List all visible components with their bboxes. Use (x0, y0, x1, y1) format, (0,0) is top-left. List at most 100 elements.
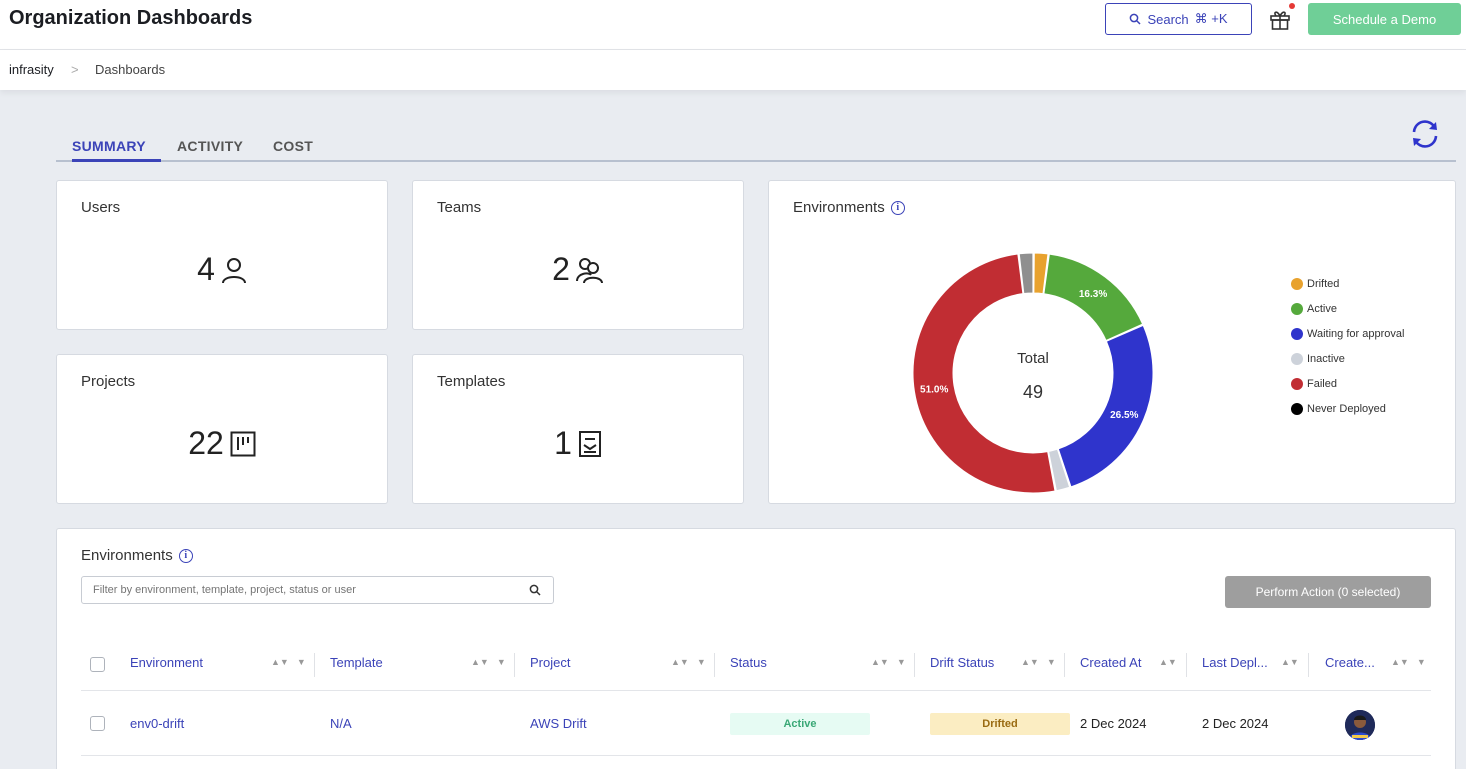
column-template[interactable]: Template (330, 655, 383, 670)
legend-label: Failed (1307, 377, 1337, 390)
sort-icon[interactable]: ▲▼ (1021, 657, 1039, 667)
column-status-controls[interactable]: ▲▼ ▼ (871, 657, 906, 667)
sort-icon[interactable]: ▲▼ (671, 657, 689, 667)
projects-card: Projects 22 (56, 354, 388, 504)
info-icon[interactable]: i (178, 548, 193, 563)
avatar[interactable] (1345, 710, 1375, 740)
tab-cost[interactable]: COST (273, 138, 314, 154)
perform-action-button[interactable]: Perform Action (0 selected) (1225, 576, 1431, 608)
projects-card-title: Projects (81, 373, 136, 390)
template-name[interactable]: N/A (330, 716, 352, 731)
filter-icon[interactable]: ▼ (696, 657, 706, 667)
column-template-controls[interactable]: ▲▼ ▼ (471, 657, 506, 667)
legend-swatch (1291, 277, 1303, 290)
donut-slice-label: 51.0% (920, 384, 948, 395)
project-name-link[interactable]: AWS Drift (530, 716, 587, 731)
filter-icon[interactable]: ▼ (296, 657, 306, 667)
templates-card: Templates 1 (412, 354, 744, 504)
column-drift-status[interactable]: Drift Status (930, 655, 995, 670)
donut-center-value: 49 (1023, 382, 1043, 402)
users-count: 4 (197, 251, 215, 287)
projects-count: 22 (188, 425, 224, 461)
top-bar: Organization Dashboards Search ⌘ +K Sche… (0, 0, 1466, 50)
filter-icon[interactable]: ▼ (496, 657, 506, 667)
info-icon[interactable]: i (890, 200, 905, 215)
legend-swatch (1291, 377, 1303, 390)
breadcrumb: infrasity > Dashboards (0, 50, 1466, 90)
column-drift-status-controls[interactable]: ▲▼ ▼ (1021, 657, 1056, 667)
last-deployed-value: 2 Dec 2024 (1202, 716, 1269, 731)
page-title: Organization Dashboards (9, 7, 253, 29)
donut-slice-inactive[interactable] (1048, 448, 1071, 492)
sort-icon[interactable]: ▲▼ (1391, 657, 1409, 667)
search-shortcut: ⌘ +K (1194, 11, 1228, 26)
donut-slice-active[interactable] (1043, 253, 1144, 342)
chevron-right-icon: > (71, 62, 79, 77)
legend-swatch (1291, 352, 1303, 365)
column-environment[interactable]: Environment (130, 655, 203, 670)
legend-item-never-deployed[interactable]: Never Deployed (1291, 396, 1404, 421)
template-document-icon (578, 430, 601, 457)
legend-item-failed[interactable]: Failed (1291, 371, 1404, 396)
column-created-at[interactable]: Created At (1080, 655, 1142, 670)
column-environment-controls[interactable]: ▲▼ ▼ (271, 657, 306, 667)
column-divider (914, 653, 915, 677)
sort-icon[interactable]: ▲▼ (871, 657, 889, 667)
column-created-at-controls[interactable]: ▲▼ (1159, 657, 1177, 667)
donut-slice-failed[interactable] (912, 253, 1056, 494)
donut-slice-waiting-for-approval[interactable] (1057, 324, 1154, 488)
sort-icon[interactable]: ▲▼ (1159, 657, 1177, 667)
column-last-deployed[interactable]: Last Depl... (1202, 655, 1268, 670)
user-avatar-image (1345, 710, 1375, 740)
donut-slice-label: 16.3% (1079, 289, 1107, 300)
donut-slice-never-deployed[interactable] (1018, 252, 1034, 295)
breadcrumb-org[interactable]: infrasity (9, 62, 54, 77)
legend-label: Inactive (1307, 352, 1345, 365)
environments-donut-chart: 16.3% 26.5% 51.0% Total 49 (912, 252, 1154, 494)
breadcrumb-page: Dashboards (95, 62, 166, 77)
environment-name-link[interactable]: env0-drift (130, 716, 185, 731)
active-tab-indicator (72, 159, 161, 162)
tab-activity[interactable]: ACTIVITY (177, 138, 244, 154)
users-card-title: Users (81, 199, 121, 216)
project-board-icon (230, 431, 256, 456)
column-status[interactable]: Status (730, 655, 767, 670)
column-project-controls[interactable]: ▲▼ ▼ (671, 657, 706, 667)
table-header: Environment ▲▼ ▼ Template ▲▼ ▼ Project ▲▼ ▼… (81, 641, 1431, 691)
created-at-value: 2 Dec 2024 (1080, 716, 1147, 731)
column-created-by[interactable]: Create... (1325, 655, 1375, 670)
legend-item-waiting-for-approval[interactable]: Waiting for approval (1291, 321, 1404, 346)
filter-icon[interactable]: ▼ (896, 657, 906, 667)
donut-slice-label: 26.5% (1110, 410, 1138, 421)
legend-label: Drifted (1307, 277, 1340, 290)
column-project[interactable]: Project (530, 655, 571, 670)
legend-label: Waiting for approval (1307, 327, 1405, 340)
tab-summary[interactable]: SUMMARY (72, 138, 146, 154)
sort-icon[interactable]: ▲▼ (471, 657, 489, 667)
legend-item-active[interactable]: Active (1291, 296, 1404, 321)
gift-icon[interactable] (1268, 7, 1292, 31)
refresh-icon[interactable] (1408, 117, 1442, 151)
legend-item-inactive[interactable]: Inactive (1291, 346, 1404, 371)
teams-card: Teams 2 (412, 180, 744, 330)
legend-item-drifted[interactable]: Drifted (1291, 271, 1404, 296)
column-created-by-controls[interactable]: ▲▼ ▼ (1391, 657, 1426, 667)
filter-icon[interactable]: ▼ (1046, 657, 1056, 667)
column-last-deployed-controls[interactable]: ▲▼ (1281, 657, 1299, 667)
environments-chart-title: Environments (793, 199, 885, 216)
filter-icon[interactable]: ▼ (1416, 657, 1426, 667)
search-button[interactable]: Search ⌘ +K (1105, 3, 1252, 35)
teams-card-title: Teams (437, 199, 482, 216)
environments-filter-input[interactable] (81, 576, 554, 604)
search-icon (1130, 13, 1141, 25)
schedule-demo-button[interactable]: Schedule a Demo (1308, 3, 1461, 35)
table-row[interactable]: env0-drift N/A AWS Drift Active Drifted … (81, 692, 1431, 756)
select-all-checkbox[interactable] (90, 657, 105, 672)
donut-slice-drifted[interactable] (1033, 252, 1049, 295)
row-select-checkbox[interactable] (90, 716, 105, 731)
legend-label: Active (1307, 302, 1337, 315)
search-icon[interactable] (529, 584, 541, 596)
legend-swatch (1291, 327, 1303, 340)
sort-icon[interactable]: ▲▼ (271, 657, 289, 667)
sort-icon[interactable]: ▲▼ (1281, 657, 1299, 667)
